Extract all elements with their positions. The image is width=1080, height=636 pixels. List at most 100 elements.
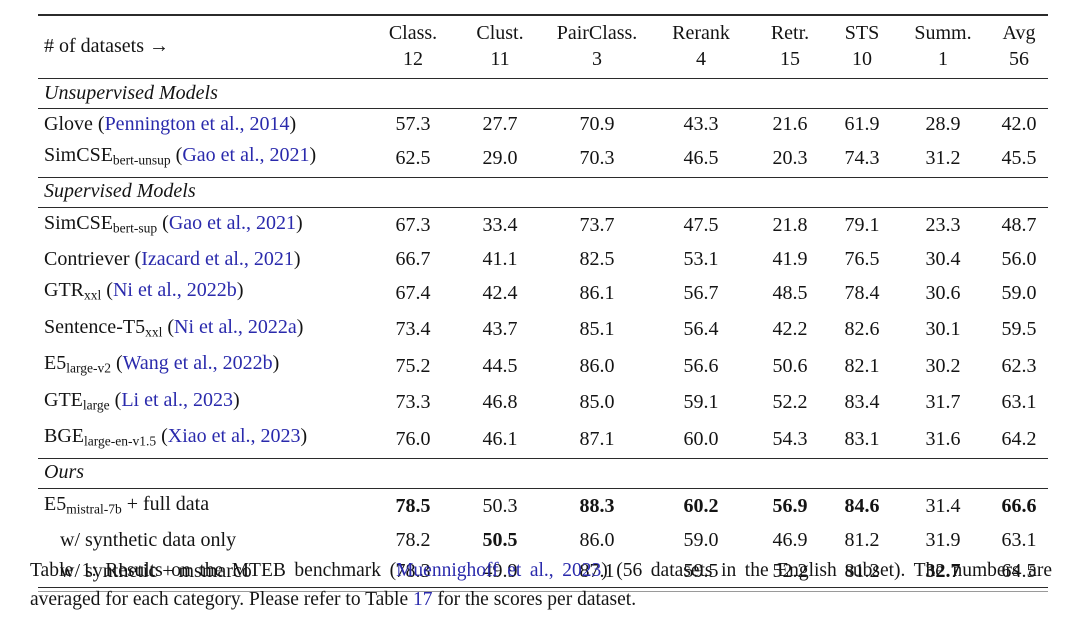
table-row: BGElarge-en-v1.5 (Xiao et al., 2023) 76.0… — [38, 421, 1048, 458]
results-table-container: # of datasets → Class. 12 Clust. 11 PairClass… — [38, 14, 1048, 592]
score-cell: 82.6 — [844, 318, 880, 341]
score-cell: 52.2 — [752, 556, 828, 588]
table-header: # of datasets → Class. 12 Clust. 11 PairClass… — [38, 14, 1048, 79]
column-label: Clust. — [476, 22, 524, 44]
model-name: E5 — [44, 492, 67, 515]
score-cell: 30.6 — [925, 281, 961, 304]
citation-link[interactable]: Xiao et al., 2023 — [167, 425, 301, 447]
score-cell: 20.3 — [772, 146, 808, 169]
score-cell: 59.1 — [683, 391, 719, 414]
model-name-cell: SimCSEbert-sup (Gao et al., 2021) — [44, 211, 303, 236]
score-cell: 63.1 — [1001, 529, 1037, 551]
score-cell: 86.1 — [579, 281, 615, 304]
score-cell: 23.3 — [925, 214, 961, 237]
score-cell: 82.5 — [579, 248, 615, 270]
column-header-rerank: Rerank 4 — [650, 14, 752, 79]
score-cell: 46.5 — [683, 146, 719, 169]
citation-link[interactable]: Ni et al., 2022b — [112, 279, 237, 301]
score-cell: 46.1 — [482, 427, 518, 450]
score-cell: 81.2 — [828, 556, 896, 588]
score-cell: 56.6 — [683, 354, 719, 377]
score-cell: 56.0 — [1001, 248, 1037, 270]
column-label: Class. — [388, 22, 438, 44]
score-cell: 41.1 — [482, 248, 518, 270]
score-cell: 62.5 — [395, 146, 431, 169]
score-cell: 67.3 — [395, 214, 431, 237]
score-cell: 59.0 — [683, 529, 719, 551]
model-name: GTR — [44, 279, 84, 301]
score-cell: 66.6 — [1001, 495, 1037, 518]
score-cell: 75.2 — [395, 354, 431, 377]
score-cell: 76.5 — [844, 248, 880, 270]
score-cell: 57.3 — [395, 113, 431, 135]
column-header-pairclass: PairClass. 3 — [544, 14, 650, 79]
score-cell: 86.0 — [579, 354, 615, 377]
model-name: GTE — [44, 388, 83, 411]
score-cell: 74.3 — [844, 146, 880, 169]
column-label: PairClass. — [556, 22, 638, 44]
score-cell: 78.2 — [395, 529, 431, 551]
header-row: # of datasets → Class. 12 Clust. 11 PairClass… — [38, 14, 1048, 79]
column-dataset-count: 11 — [490, 48, 510, 70]
citation-link[interactable]: Gao et al., 2021 — [182, 144, 310, 166]
score-cell: 50.5 — [482, 529, 518, 551]
score-cell: 29.0 — [482, 146, 518, 169]
column-header-retr: Retr. 15 — [752, 14, 828, 79]
citation-link[interactable]: Wang et al., 2022b — [122, 352, 273, 374]
table-row: GTElarge (Li et al., 2023) 73.3 46.8 85.0 59… — [38, 385, 1048, 422]
model-name-subscript: bert-sup — [112, 220, 158, 235]
column-dataset-count: 3 — [592, 48, 602, 70]
column-dataset-count: 12 — [403, 48, 423, 70]
citation-link[interactable]: Li et al., 2023 — [121, 388, 233, 411]
model-name: E5 — [44, 352, 67, 374]
score-cell: 85.1 — [579, 318, 615, 341]
table-row: Contriever (Izacard et al., 2021) 66.7 41.… — [38, 244, 1048, 275]
score-cell: 49.9 — [456, 556, 544, 588]
score-cell: 28.9 — [925, 113, 961, 135]
model-name: SimCSE — [44, 211, 113, 234]
score-cell: 64.5 — [990, 556, 1048, 588]
score-cell: 56.7 — [683, 281, 719, 304]
score-cell: 66.7 — [395, 248, 431, 270]
score-cell: 41.9 — [772, 248, 808, 270]
score-cell: 43.7 — [482, 318, 518, 341]
column-label: STS — [844, 22, 880, 44]
column-label: Avg — [1002, 22, 1036, 44]
score-cell: 85.0 — [579, 391, 615, 414]
score-cell: 56.4 — [683, 318, 719, 341]
column-label: Summ. — [914, 22, 972, 44]
citation-link[interactable]: Ni et al., 2022a — [174, 315, 297, 338]
score-cell: 31.9 — [925, 529, 961, 551]
model-name-cell: Glove (Pennington et al., 2014) — [44, 113, 297, 135]
score-cell: 76.0 — [395, 427, 431, 450]
model-name-cell: Sentence-T5xxl (Ni et al., 2022a) — [44, 315, 304, 340]
table-row: Sentence-T5xxl (Ni et al., 2022a) 73.4 43.… — [38, 312, 1048, 349]
caption-text: Table 1: Results on the MTEB benchmark ( — [30, 560, 397, 581]
model-name: Contriever — [44, 248, 130, 270]
score-cell: 79.1 — [844, 214, 880, 237]
score-cell: 60.2 — [683, 495, 719, 518]
model-name-subscript: xxl — [84, 287, 102, 303]
caption-text: ) (56 datasets in the English subset). T… — [30, 560, 1052, 610]
column-label: Retr. — [770, 22, 810, 44]
section-title: Unsupervised Models — [38, 78, 1048, 109]
section-row: Unsupervised Models — [38, 78, 1048, 109]
table-row: w/ synthetic + msmarco 78.3 49.9 87.1 59.5 52… — [38, 556, 1048, 588]
model-name: SimCSE — [44, 144, 113, 166]
caption-citation-link[interactable]: 17 — [413, 589, 433, 610]
citation-link[interactable]: Izacard et al., 2021 — [141, 248, 294, 270]
score-cell: 59.0 — [1001, 281, 1037, 304]
citation-link[interactable]: Pennington et al., 2014 — [104, 113, 290, 135]
citation-link[interactable]: Gao et al., 2021 — [168, 211, 297, 234]
score-cell: 45.5 — [1001, 146, 1037, 169]
score-cell: 61.9 — [844, 113, 880, 135]
column-header-avg: Avg 56 — [990, 14, 1048, 79]
score-cell: 59.5 — [1001, 318, 1037, 341]
table-row: w/ synthetic data only 78.2 50.5 86.0 59.0 46… — [38, 525, 1048, 556]
score-cell: 42.4 — [482, 281, 518, 304]
score-cell: 44.5 — [482, 354, 518, 377]
results-table: # of datasets → Class. 12 Clust. 11 PairClass… — [38, 14, 1048, 588]
column-dataset-count: 1 — [938, 48, 948, 70]
caption-citation-link[interactable]: Muennighoff et al., 2023 — [396, 560, 602, 581]
score-cell: 48.7 — [1001, 214, 1037, 237]
